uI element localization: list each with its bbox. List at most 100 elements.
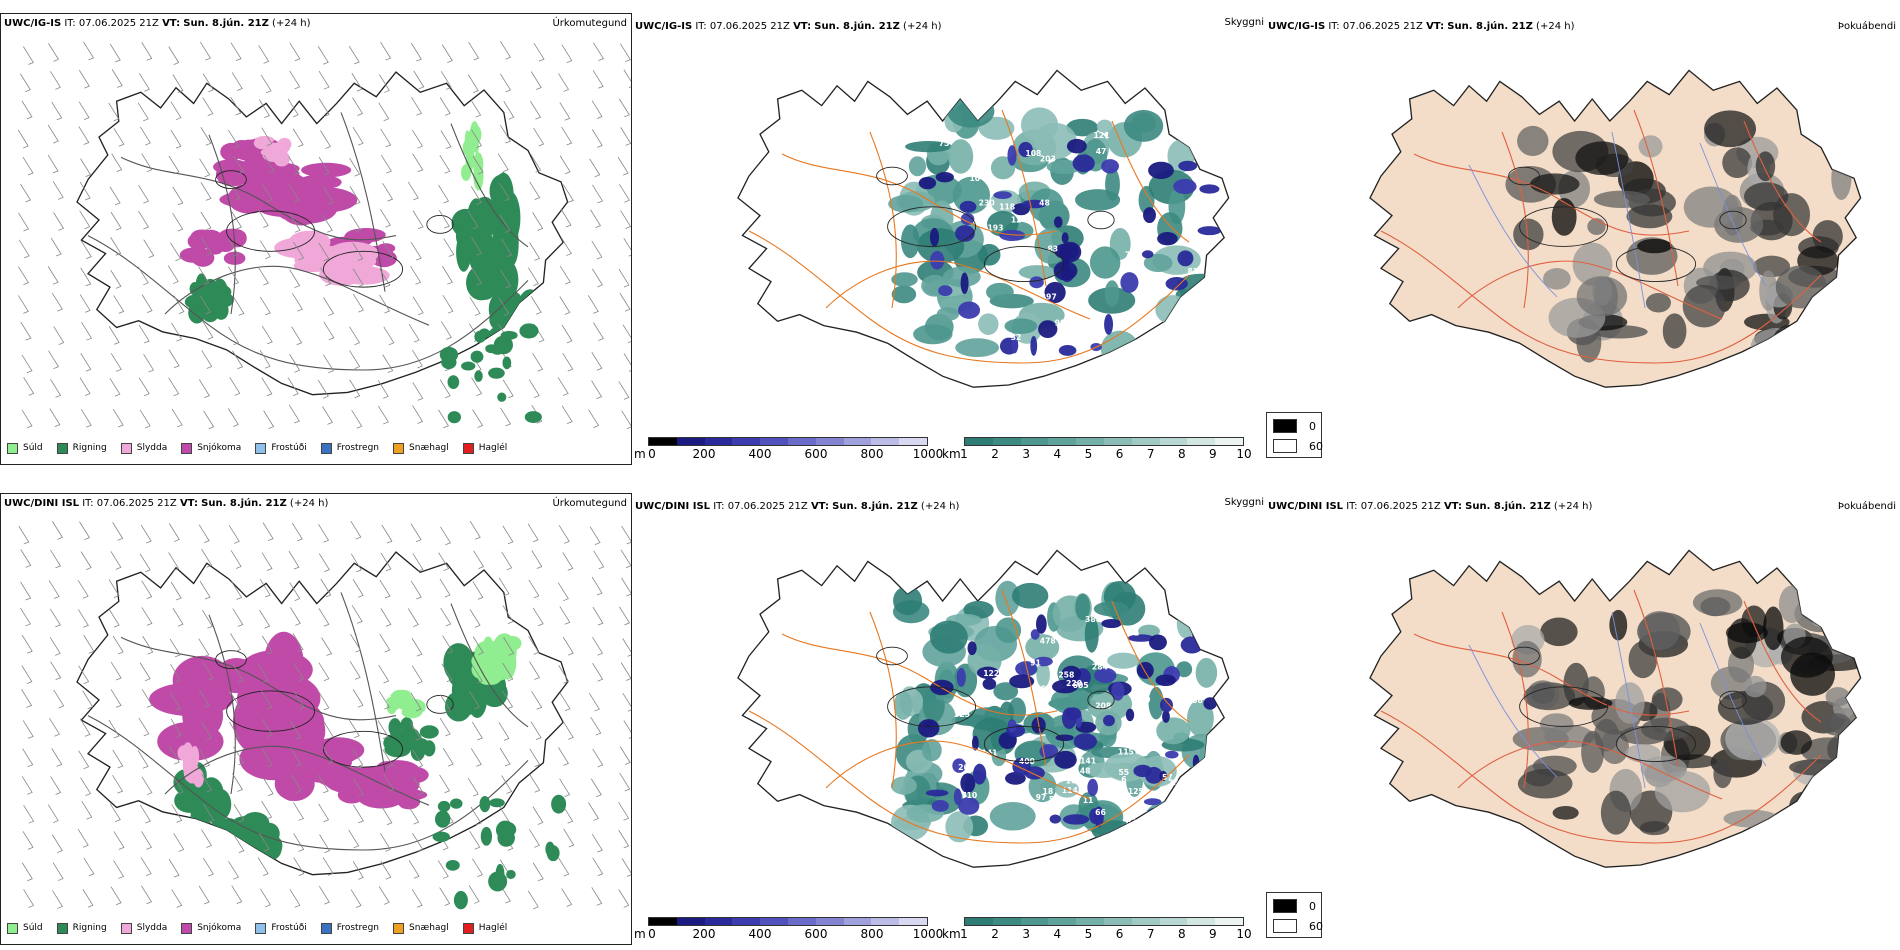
fog-legend-top: 0 60 xyxy=(1266,412,1323,458)
legend-item: Snjókoma xyxy=(181,442,241,454)
visibility-value: 208 xyxy=(1095,701,1111,710)
height-colorbar: m 0 200 400 600 800 1000 xyxy=(634,437,943,465)
legend-item: Súld xyxy=(7,922,43,934)
legend-label: Snæhagl xyxy=(409,443,449,453)
colorbar-bar xyxy=(648,437,928,446)
visibility-value: 285 xyxy=(1030,684,1046,693)
legend-label: Slydda xyxy=(136,443,168,453)
glacier-outline xyxy=(226,690,316,732)
colorbar-tick: 200 xyxy=(692,447,716,461)
legend-item: Haglél xyxy=(462,922,507,934)
colorbar-tick: 6 xyxy=(1115,927,1124,941)
visibility-value: 82 xyxy=(1016,242,1027,251)
legend-item: Haglél xyxy=(462,442,507,454)
fog-title: Þokuábendi xyxy=(1837,21,1896,32)
road xyxy=(87,235,529,371)
colorbar-tick: 400 xyxy=(748,927,772,941)
legend-label: Frostúði xyxy=(271,923,307,933)
visibility-value: 105 xyxy=(1147,291,1163,300)
panel-header: UWC/IG-IS IT: 07.06.2025 21Z VT: Sun. 8.… xyxy=(635,21,942,32)
legend-item: Frostregn xyxy=(320,922,379,934)
colorbar-unit: km xyxy=(942,927,961,941)
visibility-value: 125 xyxy=(1128,787,1144,796)
colorbar-tick: 0 xyxy=(648,447,656,461)
glacier-outline xyxy=(1719,210,1747,230)
road xyxy=(1380,230,1822,364)
glacier-outline xyxy=(876,646,908,666)
colorbar-tick: 4 xyxy=(1053,447,1062,461)
legend-swatch xyxy=(255,442,267,454)
visibility-value: 48 xyxy=(1039,199,1050,208)
colorbar-tick: 1 xyxy=(960,447,968,461)
glacier-outline xyxy=(1615,245,1697,283)
wind-barbs xyxy=(17,41,631,430)
visibility-value: 124 xyxy=(1162,691,1178,700)
visibility-value: 478 xyxy=(1040,637,1056,646)
visibility-map: 961 115 18 148 76 284 124 478 141 325 388 208 220 125… xyxy=(737,549,1230,868)
road xyxy=(1413,153,1690,236)
road xyxy=(1501,611,1529,789)
visibility-value: 258 xyxy=(1058,670,1074,679)
precip-panel-top: UWC/IG-IS IT: 07.06.2025 21Z VT: Sun. 8.… xyxy=(0,13,632,465)
visibility-value: 284 xyxy=(1092,663,1108,672)
legend-swatch xyxy=(120,442,132,454)
visibility-colorbar: km 1 2 3 4 5 6 7 8 9 10 xyxy=(942,437,1252,465)
river xyxy=(1468,164,1558,298)
glacier-outline xyxy=(876,166,908,186)
panel-header: UWC/IG-IS IT: 07.06.2025 21Z VT: Sun. 8.… xyxy=(1268,21,1575,32)
colorbar-tick: 9 xyxy=(1209,447,1217,461)
precip-panel-bottom: UWC/DINI ISL IT: 07.06.2025 21Z VT: Sun.… xyxy=(0,493,632,945)
legend-item: Súld xyxy=(7,442,43,454)
colorbar-tick: 800 xyxy=(860,927,884,941)
visibility-value: 191 xyxy=(988,182,1004,191)
visibility-value: 119 xyxy=(1135,696,1151,705)
glacier-outline xyxy=(983,245,1065,283)
precip-title: Úrkomutegund xyxy=(552,18,627,29)
iceland-map xyxy=(1369,549,1862,868)
visibility-value: 4 xyxy=(1132,256,1137,265)
legend-swatch xyxy=(462,922,474,934)
legend-item: Slydda xyxy=(120,922,167,934)
legend-swatch xyxy=(181,442,193,454)
colorbar-tick: 1 xyxy=(960,927,968,941)
legend-swatch xyxy=(393,922,405,934)
colorbar-tick: 200 xyxy=(692,927,716,941)
legend-swatch xyxy=(7,922,18,934)
glacier-outline xyxy=(322,730,404,768)
colorbar-tick: 7 xyxy=(1146,927,1155,941)
precip-title: Úrkomutegund xyxy=(552,498,627,509)
legend-item: Snæhagl xyxy=(393,922,449,934)
colorbar-tick: 7 xyxy=(1146,447,1155,461)
visibility-value: 397 xyxy=(1041,292,1057,301)
visibility-title: Skyggni xyxy=(1224,497,1264,508)
road xyxy=(120,156,397,241)
visibility-value: 59 xyxy=(1049,795,1060,804)
road xyxy=(1457,260,1723,320)
visibility-value: 91 xyxy=(1030,659,1041,668)
glacier-outline xyxy=(215,650,247,670)
legend-label: Súld xyxy=(23,923,43,933)
road xyxy=(869,611,897,789)
panel-header: UWC/DINI ISL IT: 07.06.2025 21Z VT: Sun.… xyxy=(1268,501,1593,512)
visibility-value: 6 xyxy=(1121,775,1126,784)
panel-header: UWC/DINI ISL IT: 07.06.2025 21Z VT: Sun.… xyxy=(635,501,960,512)
colorbar-tick: 2 xyxy=(991,447,999,461)
visibility-value: 57 xyxy=(1162,773,1173,782)
visibility-value: 130 xyxy=(953,735,969,744)
colorbar-tick: 8 xyxy=(1177,927,1186,941)
fog-title: Þokuábendi xyxy=(1837,501,1896,512)
legend-label: Rigning xyxy=(72,923,107,933)
road xyxy=(1111,120,1190,243)
glacier-outline xyxy=(1508,166,1540,186)
colorbar-unit: km xyxy=(942,447,961,461)
visibility-value: 10 xyxy=(969,174,980,183)
colorbar-tick: 5 xyxy=(1084,927,1093,941)
legend-swatch xyxy=(320,442,332,454)
visibility-value: 193 xyxy=(987,223,1003,232)
road xyxy=(208,614,236,795)
visibility-value: 203 xyxy=(1040,155,1056,164)
colorbar-tick: 6 xyxy=(1115,447,1124,461)
legend-item: Snjókoma xyxy=(181,922,241,934)
road xyxy=(1457,740,1723,800)
colorbar-tick: 600 xyxy=(804,927,828,941)
